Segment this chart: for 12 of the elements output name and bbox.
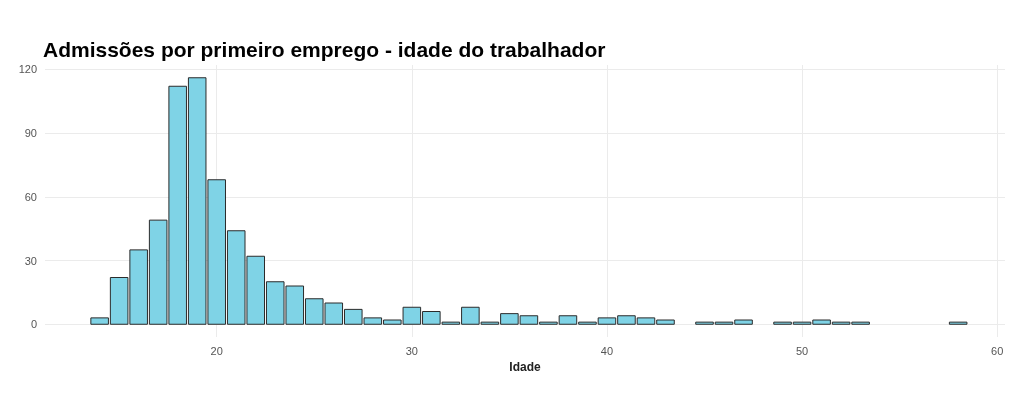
y-tick-label: 90 — [24, 127, 37, 139]
x-tick-label: 60 — [991, 344, 1004, 357]
x-tick-label: 30 — [405, 344, 418, 357]
y-tick-label: 30 — [24, 254, 37, 267]
y-tick-label: 0 — [30, 318, 37, 331]
x-tick-label: 20 — [210, 344, 223, 357]
x-tick-label: 40 — [600, 344, 614, 357]
x-tick-label: 50 — [795, 344, 809, 357]
x-axis-title: Idade — [509, 359, 541, 374]
y-tick-label: 60 — [24, 190, 37, 203]
y-tick-label: 120 — [18, 63, 37, 76]
chart-title: Admissões por primeiro emprego - idade do trabalhador — [43, 38, 606, 61]
